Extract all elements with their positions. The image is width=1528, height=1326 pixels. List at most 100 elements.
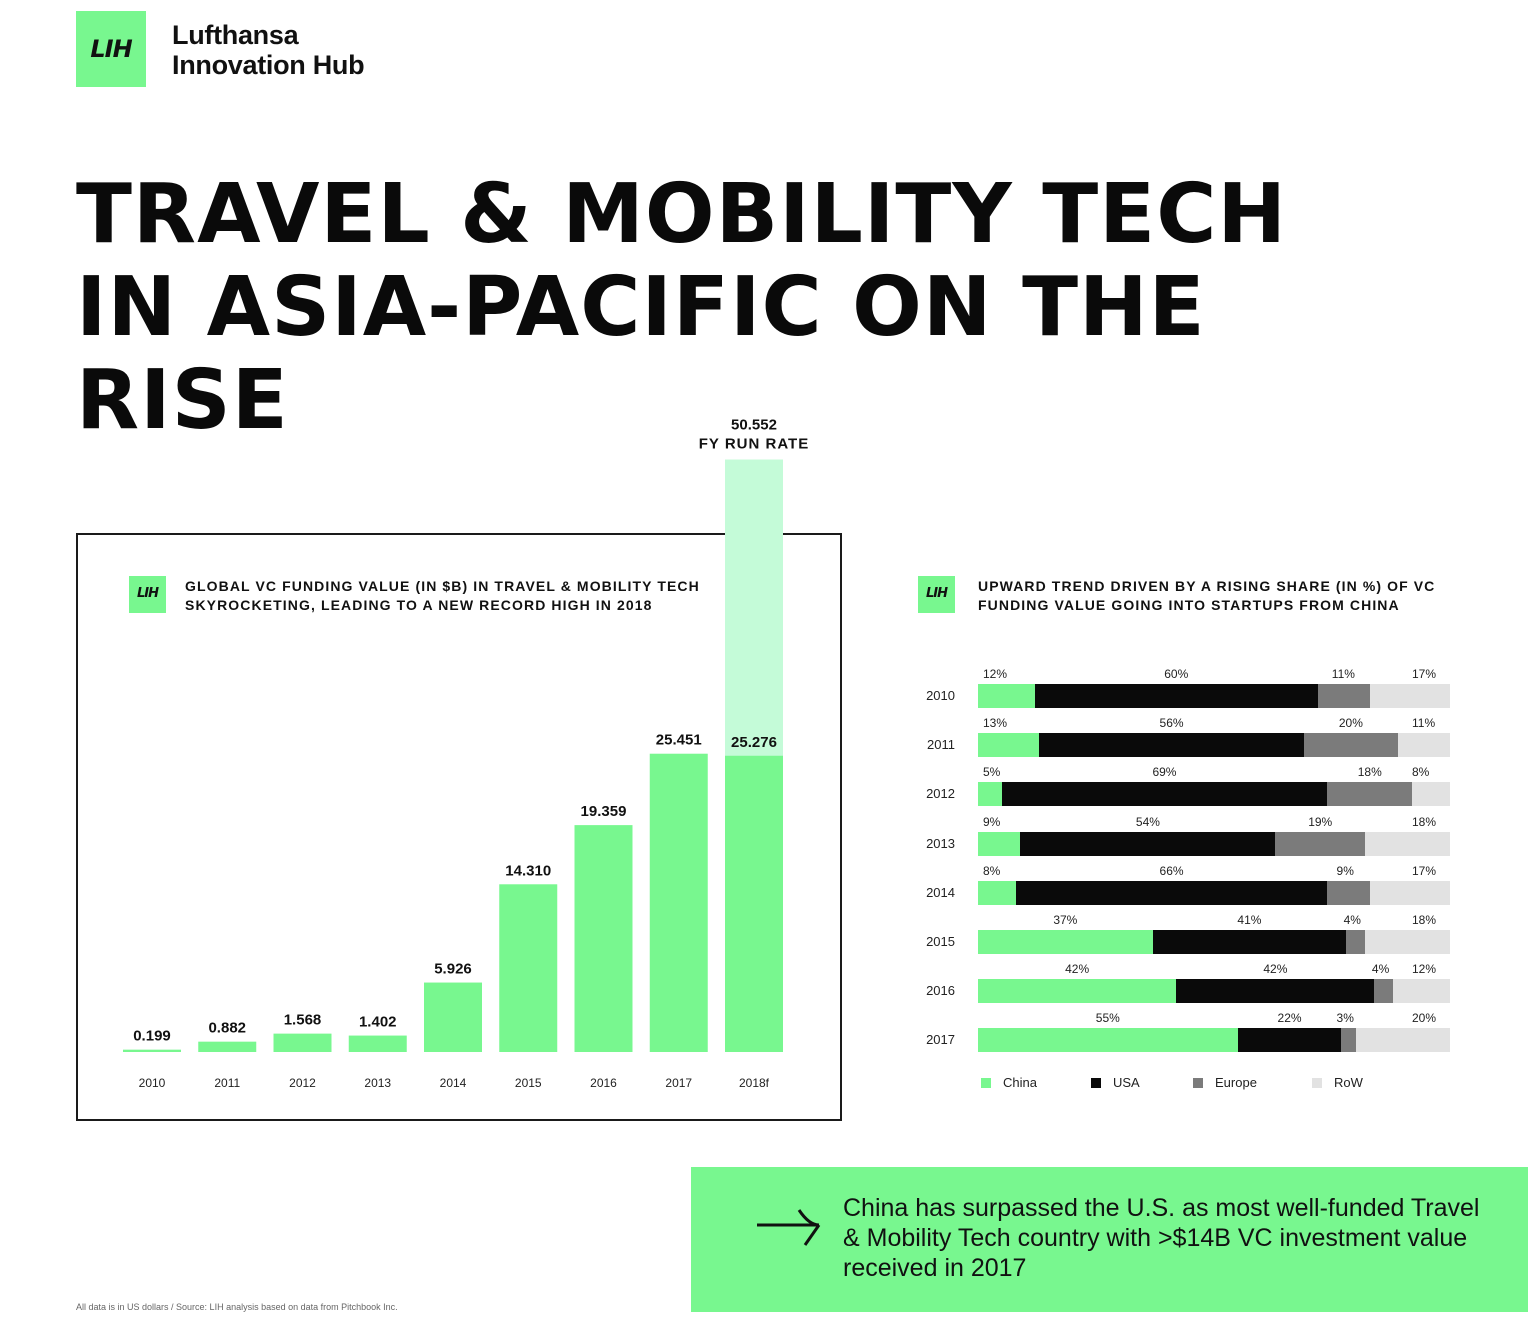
bar-segment-row (1355, 1028, 1450, 1053)
bar-segment-china (978, 880, 1016, 905)
bar-segment-row (1412, 782, 1450, 807)
bar-chart-frame (76, 533, 842, 1121)
legend-label: RoW (1334, 1075, 1363, 1090)
legend-item-europe: Europe (1193, 1075, 1257, 1090)
bar (499, 884, 558, 1052)
segment-value-label: 41% (1237, 913, 1262, 927)
brand-name-line1: Lufthansa (172, 20, 299, 50)
segment-value-label: 54% (1135, 814, 1160, 829)
logo-mark: LIH (90, 35, 132, 63)
bar-value-label: 5.926 (434, 961, 472, 978)
bar (123, 1049, 181, 1052)
segment-value-label: 17% (1412, 863, 1437, 878)
bar (348, 1035, 407, 1052)
legend-label: USA (1113, 1075, 1140, 1090)
bar (273, 1033, 332, 1052)
run-rate-value-label: 50.552 (731, 417, 777, 434)
share-chart-logo-icon: LIH (918, 576, 955, 613)
bar-segment-usa (1176, 979, 1375, 1004)
segment-value-label: 55% (1095, 1011, 1120, 1026)
segment-value-label: 20% (1338, 716, 1363, 731)
brand-name-line2: Innovation Hub (172, 50, 365, 80)
segment-value-label: 9% (1336, 863, 1354, 878)
bar-segment-china (978, 684, 1035, 708)
legend-swatch (981, 1077, 991, 1088)
callout-text: China has surpassed the U.S. as most wel… (843, 1194, 1480, 1282)
bar-value-label: 25.276 (731, 734, 777, 751)
y-tick-label: 2012 (926, 786, 955, 802)
bar-segment-china (978, 930, 1153, 954)
bar (424, 982, 482, 1052)
segment-value-label: 3% (1336, 1011, 1354, 1026)
segment-value-label: 9% (983, 814, 1001, 829)
run-rate-label: FY RUN RATE (699, 436, 809, 453)
bar-value-label: 14.310 (505, 862, 551, 879)
x-tick-label: 2011 (214, 1076, 240, 1090)
arrow-right-icon (757, 1209, 821, 1246)
segment-value-label: 19% (1308, 814, 1333, 829)
segment-value-label: 12% (983, 667, 1008, 681)
bar-segment-europe (1374, 979, 1394, 1004)
bar-chart-title: GLOBAL VC FUNDING VALUE (IN $B) IN TRAVE… (185, 578, 700, 613)
share-chart-title: UPWARD TREND DRIVEN BY A RISING SHARE (I… (978, 578, 1436, 613)
bar-segment-europe (1327, 782, 1413, 807)
bar (649, 753, 708, 1052)
page-title-line2: IN ASIA-PACIFIC ON THE RISE (76, 260, 1206, 448)
segment-value-label: 18% (1412, 814, 1437, 829)
legend-item-usa: USA (1091, 1075, 1140, 1090)
x-tick-label: 2010 (139, 1076, 166, 1090)
share-chart-logo-mark: LIH (925, 586, 948, 601)
bar-segment-row (1369, 684, 1450, 708)
bar-segment-usa (1237, 1028, 1342, 1053)
x-tick-label: 2018f (739, 1076, 770, 1090)
bar-segment-usa (1020, 831, 1276, 856)
footnote: All data is in US dollars / Source: LIH … (76, 1302, 398, 1312)
segment-value-label: 17% (1412, 667, 1437, 681)
callout-box: China has surpassed the U.S. as most wel… (691, 1167, 1528, 1312)
segment-value-label: 12% (1412, 962, 1437, 977)
bar-segment-usa (1039, 733, 1304, 758)
bar-segment-china (978, 1028, 1238, 1053)
bar-value-label: 25.451 (656, 732, 702, 749)
segment-value-label: 4% (1343, 913, 1361, 927)
bar-segment-china (978, 831, 1021, 856)
bar-segment-row (1369, 880, 1450, 905)
bar (725, 755, 783, 1052)
x-tick-label: 2012 (289, 1076, 316, 1090)
segment-value-label: 18% (1412, 913, 1437, 927)
bar-segment-china (978, 733, 1040, 758)
legend-swatch (1193, 1077, 1203, 1088)
y-tick-label: 2011 (927, 737, 955, 753)
x-tick-label: 2016 (590, 1076, 617, 1090)
segment-value-label: 42% (1065, 962, 1090, 977)
y-tick-label: 2016 (926, 983, 955, 999)
segment-value-label: 56% (1159, 716, 1184, 731)
segment-value-label: 37% (1053, 913, 1078, 927)
y-tick-label: 2013 (926, 835, 955, 851)
bar-chart-logo-icon: LIH (129, 576, 166, 613)
y-tick-label: 2015 (926, 934, 955, 949)
segment-value-label: 20% (1412, 1011, 1437, 1026)
bar (198, 1041, 257, 1052)
segment-value-label: 8% (1412, 765, 1430, 780)
bar-segment-europe (1341, 1028, 1356, 1053)
segment-value-label: 60% (1164, 667, 1189, 681)
legend-label: China (1003, 1075, 1037, 1090)
bar-segment-usa (1015, 880, 1328, 905)
logo: LIH (76, 11, 146, 87)
x-tick-label: 2017 (665, 1076, 692, 1090)
bar (574, 825, 633, 1052)
segment-value-label: 13% (983, 716, 1008, 731)
bar-value-label: 1.402 (359, 1014, 397, 1031)
bar-segment-usa (1034, 684, 1318, 708)
y-tick-label: 2017 (926, 1032, 955, 1048)
x-tick-label: 2013 (364, 1076, 391, 1090)
bar-segment-europe (1327, 880, 1370, 905)
legend-item-china: China (981, 1075, 1037, 1090)
x-tick-label: 2015 (515, 1076, 542, 1090)
legend-label: Europe (1215, 1075, 1257, 1090)
legend-swatch (1312, 1077, 1322, 1088)
page-title: TRAVEL & MOBILITY TECH IN ASIA-PACIFIC O… (76, 168, 1376, 447)
segment-value-label: 69% (1152, 765, 1177, 780)
